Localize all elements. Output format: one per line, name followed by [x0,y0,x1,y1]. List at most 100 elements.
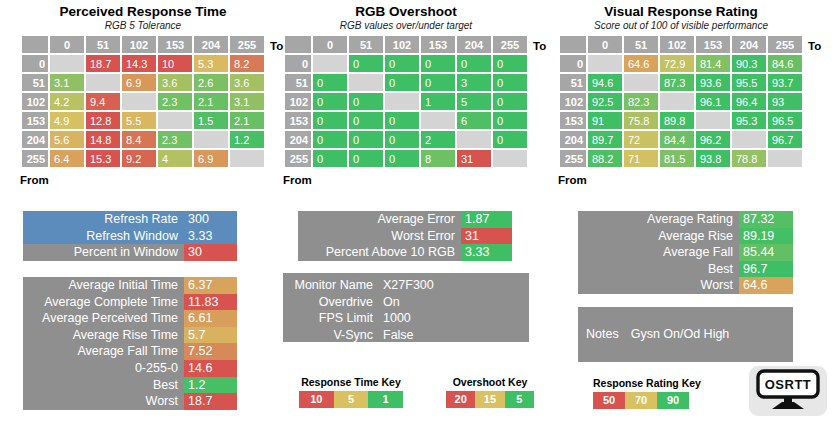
key-segment: 90 [657,392,689,409]
heatmap-cell: 3.1 [230,93,264,110]
table-title: RGB Overshoot [283,4,529,19]
heatmap-row: 10200150 [285,93,527,110]
stat-row: Average Fall Time7.52 [23,343,237,360]
stat-value: 1.87 [461,211,512,228]
table-subtitle: RGB values over/under target [283,19,529,32]
heatmap-cell: 0 [313,93,347,110]
heatmap-row: 513.16.93.62.63.6 [22,74,264,91]
heatmap-cell [457,131,491,148]
heatmap-cell: 91 [588,112,622,129]
heatmap-cell: 78.8 [732,150,766,167]
stat-row: V-SyncFalse [283,327,529,344]
heatmap-cell [624,74,658,91]
heatmap-cell: 93 [768,93,802,110]
key-segment: 15 [475,391,504,408]
stat-row: Best1.2 [23,377,237,394]
heatmap-cell: 90.3 [732,55,766,72]
heatmap-cell [588,55,622,72]
heatmap-row-header: 51 [560,74,586,91]
heatmap-cell [86,74,120,91]
overshoot-key: Overshoot Key20155 [446,376,534,408]
heatmap-cell: 5.6 [50,131,84,148]
key-segment: 70 [625,392,657,409]
heatmap-row-header: 204 [285,131,311,148]
heatmap-row: 10292.582.396.196.493 [560,93,802,110]
stat-row: Average Rating87.32 [578,211,793,228]
heatmap-cell: 0 [313,150,347,167]
heatmap-column-header: 204 [194,36,228,53]
stat-value: 30 [184,244,237,261]
key-segment: 10 [299,391,334,408]
heatmap-row-header: 0 [560,55,586,72]
heatmap-column-header: 51 [349,36,383,53]
heatmap-row-header: 204 [22,131,48,148]
key-segment: 20 [446,391,475,408]
heatmap-cell: 0 [385,74,419,91]
heatmap-row: 1534.912.85.51.52.1 [22,112,264,129]
stat-label: 0-255-0 [23,360,184,377]
heatmap-cell: 84.4 [660,131,694,148]
heatmap-row: 255000831 [285,150,527,167]
heatmap-cell: 89.8 [660,112,694,129]
stat-value: 3.33 [184,228,237,245]
key-bar: 1051 [299,391,403,408]
stat-value: 87.32 [739,211,793,228]
stat-label: Average Complete Time [23,294,184,311]
stat-row: Monitor NameX27F300 [283,277,529,294]
stat-value: Gysn On/Od High [629,326,793,343]
heatmap-section-rgb-overshoot: RGB OvershootRGB values over/under targe… [283,4,535,169]
stat-row: Average Error1.87 [298,211,512,228]
heatmap-cell: 0 [457,55,491,72]
heatmap-row-header: 255 [22,150,48,167]
heatmap-cell: 5 [457,93,491,110]
heatmap-cell: 3.1 [50,74,84,91]
response-averages-panel: Average Initial Time6.37Average Complete… [23,277,237,410]
heatmap-cell: 2.1 [194,93,228,110]
from-axis-label: From [283,174,312,186]
stat-row: Worst18.7 [23,393,237,410]
key-segment: 5 [505,391,534,408]
heatmap-cell: 82.3 [624,93,658,110]
stat-value: 3.33 [461,244,512,261]
stat-label: Worst Error [298,228,461,245]
heatmap-cell: 12.8 [86,112,120,129]
heatmap-cell: 96.2 [696,131,730,148]
heatmap-row-header: 102 [285,93,311,110]
stat-value: 1000 [379,310,529,327]
heatmap-cell: 96.1 [696,93,730,110]
heatmap-cell [158,112,192,129]
heatmap-cell: 0 [493,74,527,91]
stat-label: Percent Above 10 RGB [298,244,461,261]
stat-value: 1.2 [184,377,237,394]
stat-label: Average Rating [578,211,739,228]
stat-label: FPS Limit [283,310,379,327]
heatmap-cell: 95.3 [732,112,766,129]
stat-value: 31 [461,228,512,245]
heatmap-corner-cell [22,36,48,53]
stat-label: Best [23,377,184,394]
heatmap-cell: 88.2 [588,150,622,167]
heatmap-row: 064.672.981.490.384.6 [560,55,802,72]
overshoot-summary-panel: Average Error1.87Worst Error31Percent Ab… [298,211,512,261]
from-axis-label: From [20,174,49,186]
heatmap-cell [660,93,694,110]
heatmap-cell: 8.4 [122,131,156,148]
heatmap-row-header: 51 [285,74,311,91]
stat-value: 5.7 [184,327,237,344]
heatmap-column-header: 153 [158,36,192,53]
heatmap-section-visual-response-rating: Visual Response RatingScore out of 100 o… [558,4,810,169]
heatmap-row-header: 102 [560,93,586,110]
stat-value: 18.7 [184,393,237,410]
osrtt-logo: OSRTT [749,366,827,416]
heatmap-column-header: 255 [768,36,802,53]
stat-row: Worst64.6 [578,277,793,294]
heatmap-row: 5194.687.393.695.593.7 [560,74,802,91]
heatmap-column-header: 102 [385,36,419,53]
key-segment: 1 [368,391,403,408]
heatmap-row: 25588.27181.593.878.8 [560,150,802,167]
heatmap-cell: 0 [349,55,383,72]
stat-label: Average Perceived Time [23,310,184,327]
heatmap-cell: 0 [313,112,347,129]
heatmap-cell: 6.4 [50,150,84,167]
stat-value: 64.6 [739,277,793,294]
